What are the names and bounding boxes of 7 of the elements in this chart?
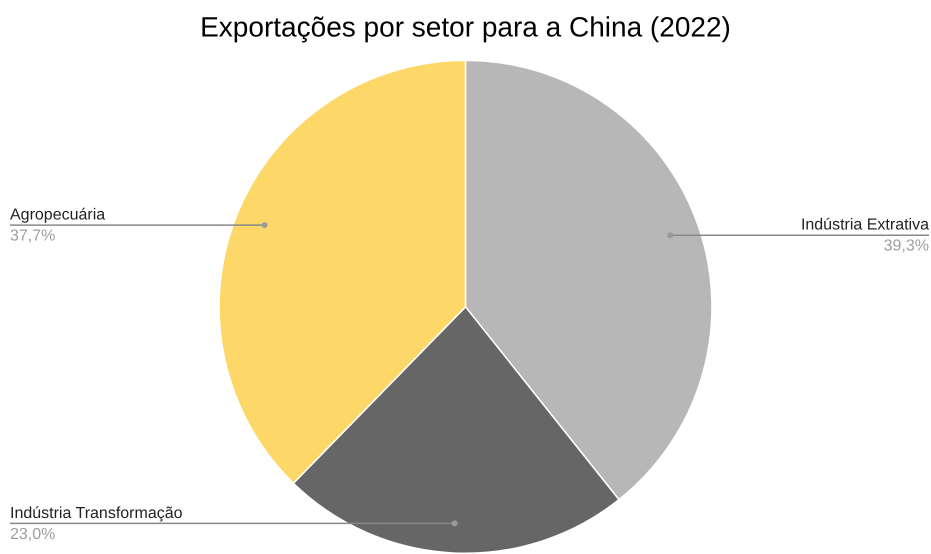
data-label: 23,0% [10,526,56,543]
slice-label: Indústria Transformação [10,504,183,522]
slice-label: Indústria Extrativa [800,216,930,234]
slice-label: Agropecuária [10,206,106,224]
chart-title: Exportações por setor para a China (2022) [200,12,731,43]
data-label: 39,3% [884,238,929,255]
data-label: 37,7% [10,227,56,244]
